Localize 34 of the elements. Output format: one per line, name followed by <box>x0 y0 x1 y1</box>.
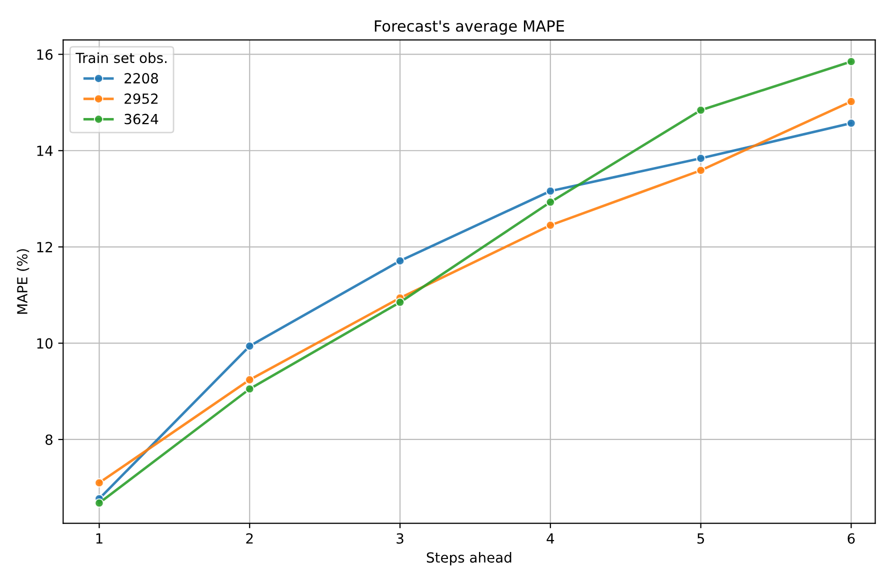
legend-label: 2952 <box>124 93 158 104</box>
x-tick-label: 3 <box>396 533 404 544</box>
y-tick-label: 14 <box>37 146 53 156</box>
x-tick-label: 2 <box>246 533 253 544</box>
x-tick-label: 6 <box>848 533 855 544</box>
point <box>244 375 254 385</box>
chart-title: Forecast's average MAPE <box>374 20 564 35</box>
point <box>696 154 706 164</box>
point <box>395 298 405 308</box>
point <box>546 197 556 207</box>
point <box>846 118 856 128</box>
point <box>846 56 856 66</box>
point <box>244 341 254 351</box>
x-tick-label: 1 <box>96 533 102 544</box>
point <box>94 498 104 508</box>
point <box>846 96 856 106</box>
y-axis-title: MAPE (%) <box>16 249 30 314</box>
legend-label: 3624 <box>124 114 158 124</box>
y-tick-label: 16 <box>37 49 53 60</box>
x-axis-title: Steps ahead <box>426 552 512 566</box>
point <box>395 256 405 266</box>
legend-title: Train set obs. <box>76 52 166 64</box>
point <box>696 166 706 176</box>
point <box>244 384 254 394</box>
legend-label: 2208 <box>124 73 158 84</box>
point <box>546 220 556 230</box>
point <box>696 105 706 115</box>
point <box>94 478 104 488</box>
y-tick-label: 10 <box>37 338 52 349</box>
y-tick-label: 12 <box>37 242 52 252</box>
point <box>546 186 556 196</box>
x-tick-label: 4 <box>546 533 554 544</box>
y-tick-label: 8 <box>46 434 52 445</box>
x-tick-label: 5 <box>697 533 704 544</box>
